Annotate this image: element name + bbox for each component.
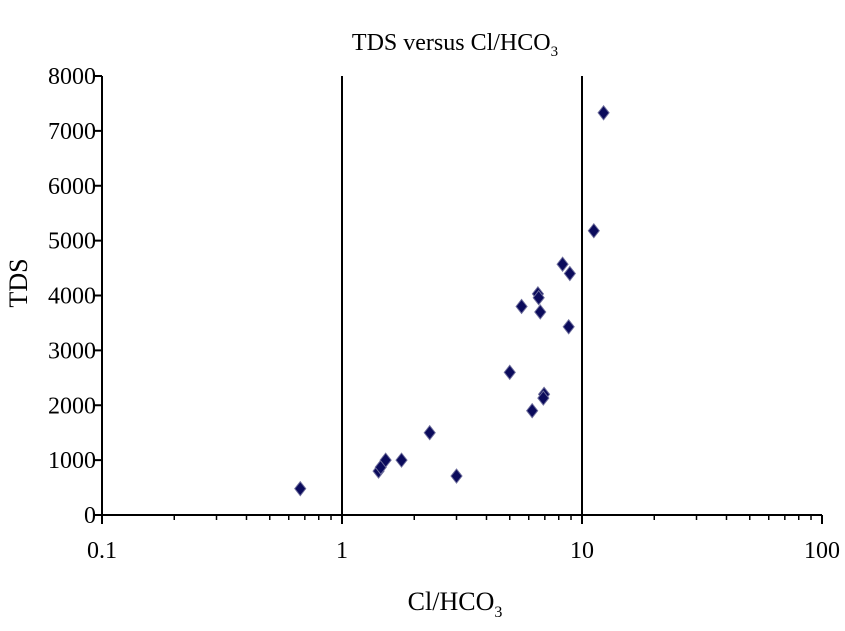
data-point (587, 222, 600, 239)
x-tick-label: 1 (336, 538, 348, 564)
y-tick-label: 2000 (48, 393, 96, 419)
x-tick-label: 0.1 (87, 538, 117, 564)
data-point (450, 468, 463, 484)
data-point (423, 424, 436, 441)
data-point (563, 265, 576, 282)
y-tick-label: 4000 (48, 284, 96, 310)
axes (101, 76, 822, 516)
y-tick-label: 0 (84, 503, 96, 529)
data-point (526, 402, 539, 419)
y-tick-label: 3000 (48, 338, 96, 364)
data-point (515, 298, 528, 315)
y-tick-label: 6000 (48, 174, 96, 200)
data-points (294, 104, 610, 497)
x-axis-label-subscript: 3 (494, 604, 502, 621)
data-point (537, 390, 550, 406)
x-tick-label: 100 (804, 538, 840, 564)
data-point (532, 289, 545, 306)
x-tick-label: 10 (570, 538, 594, 564)
chart-title: TDS versus Cl/HCO3 (352, 30, 558, 60)
y-axis-ticks: 0 1000 2000 3000 4000 5000 6000 7000 8000 (48, 64, 102, 529)
data-point (395, 452, 408, 468)
data-point (294, 480, 307, 497)
x-axis-label-text: Cl/HCO (408, 587, 495, 616)
chart-title-text: TDS versus Cl/HCO (352, 30, 551, 56)
data-point (597, 104, 610, 121)
y-tick-label: 7000 (48, 119, 96, 145)
gridlines (341, 76, 583, 515)
x-axis-ticks: 0.1 1 10 100 (87, 515, 840, 564)
chart-title-subscript: 3 (551, 44, 559, 60)
data-point (556, 256, 569, 273)
data-point (503, 364, 516, 381)
data-point (562, 318, 575, 335)
y-tick-label: 1000 (48, 448, 96, 474)
data-point (379, 452, 392, 468)
x-axis-label: Cl/HCO3 (408, 587, 503, 621)
y-tick-label: 5000 (48, 229, 96, 255)
y-tick-label: 8000 (48, 64, 96, 90)
data-point (534, 304, 547, 320)
y-axis-label: TDS (4, 258, 33, 307)
